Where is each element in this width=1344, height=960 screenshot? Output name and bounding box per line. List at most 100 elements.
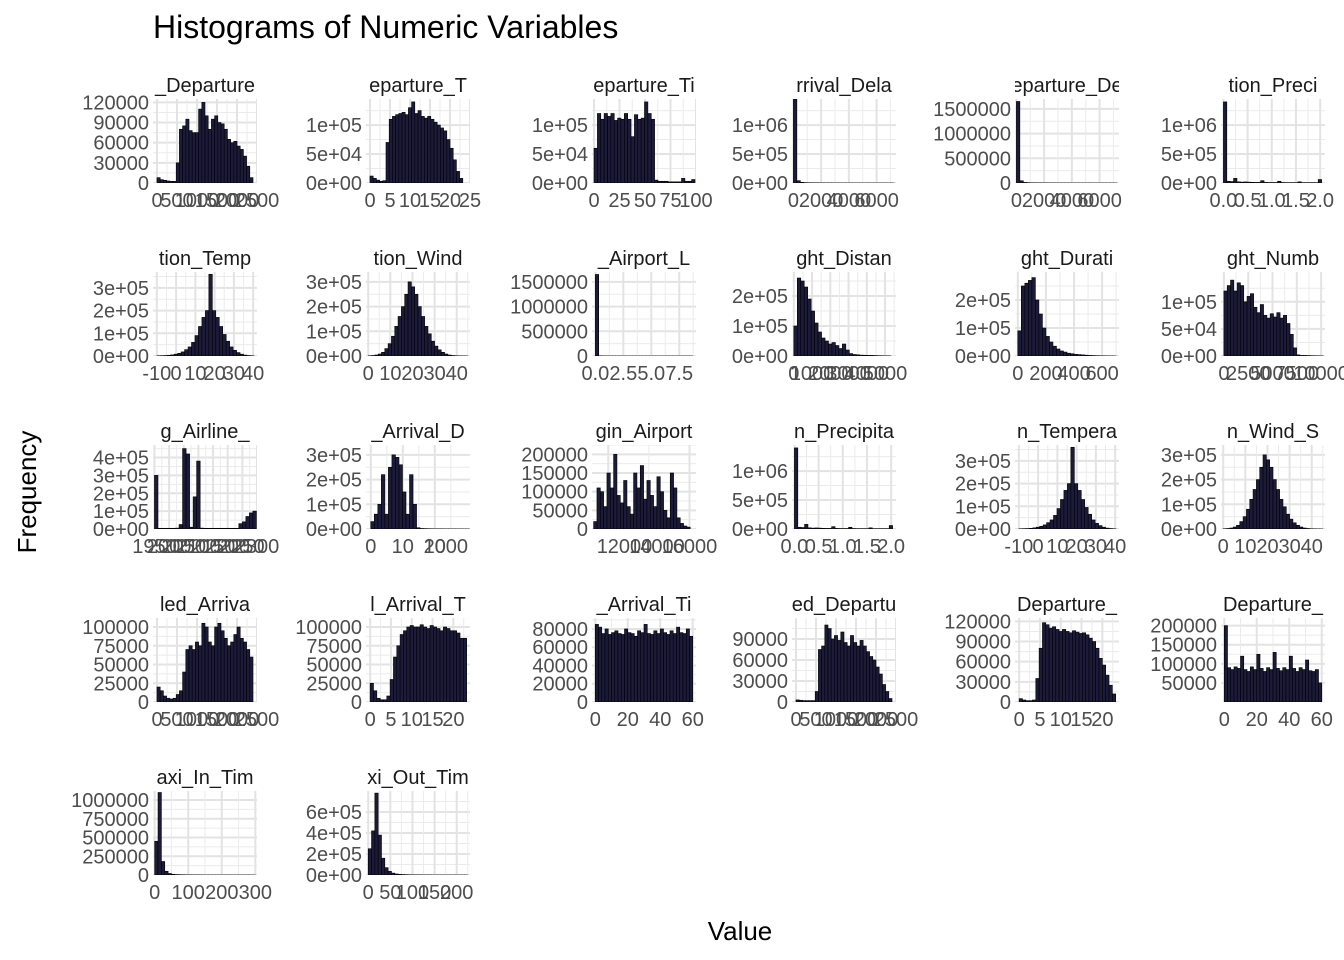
histogram-bar: [1045, 624, 1050, 702]
y-tick-label: 50000: [93, 655, 149, 677]
histogram-bar: [384, 348, 389, 356]
histogram-bar: [1236, 524, 1241, 529]
histogram-bar: [1074, 483, 1079, 529]
histogram-bars: [1018, 622, 1116, 702]
histogram-bar: [681, 178, 686, 183]
histogram-bar: [1053, 515, 1058, 529]
histogram-bar: [211, 645, 215, 702]
y-tick-label: 5e+05: [732, 144, 788, 166]
x-tick-label: 1000: [424, 536, 469, 558]
y-tick-label: 120000: [82, 92, 149, 114]
histogram-bar: [217, 622, 222, 702]
x-tick-label: 20: [439, 190, 461, 212]
histogram-bar: [440, 127, 444, 183]
y-tick-label: 100000: [82, 617, 149, 639]
x-tick-label: 2500: [874, 709, 919, 731]
histogram-bar: [182, 671, 187, 702]
facet-strip-label: Departure_: [1017, 594, 1118, 616]
histogram-bar: [1019, 180, 1024, 183]
histogram-bar: [376, 697, 381, 702]
histogram-bar: [682, 633, 687, 702]
histogram-bar: [208, 273, 213, 356]
facet-strip-label: n_Tempera: [1017, 421, 1118, 443]
x-tick-label: 6000: [854, 190, 899, 212]
histogram-bar: [212, 310, 217, 356]
x-tick-label: 2050: [162, 536, 207, 558]
histogram-bar: [367, 848, 372, 875]
y-tick-label: 1000000: [71, 790, 149, 812]
histogram-bar: [233, 141, 238, 183]
histogram-bar: [412, 503, 417, 529]
histogram-bar: [188, 645, 193, 702]
histogram-bar: [603, 506, 608, 529]
histogram-bar: [659, 491, 664, 529]
x-tick-label: 15: [1070, 709, 1092, 731]
x-tick-label: 0.0: [781, 536, 809, 558]
histogram-bar: [1292, 668, 1297, 702]
histogram-bar: [1042, 524, 1047, 529]
histogram-bar: [793, 325, 798, 356]
histogram-bar: [373, 690, 378, 702]
histogram-bar: [433, 121, 438, 183]
histogram-bar: [436, 628, 441, 702]
histogram-bar: [377, 353, 382, 356]
histogram-bar: [437, 349, 442, 356]
histogram-bar: [617, 633, 622, 702]
histogram-bar: [1262, 671, 1267, 702]
x-tick-label: 20: [1256, 536, 1278, 558]
facet-strip-label: tion_Wind: [374, 248, 463, 270]
histogram-bar: [249, 512, 254, 529]
x-tick-label: 0: [790, 709, 801, 731]
histogram-bar: [1256, 182, 1261, 183]
histogram-bar: [172, 181, 177, 183]
x-tick-label: 30: [1278, 536, 1300, 558]
histogram-bar: [683, 525, 688, 529]
histogram-bar: [372, 178, 377, 183]
facet-panels: _Departure030000600009000012000005001000…: [71, 75, 1344, 904]
y-tick-label: 0e+00: [306, 865, 362, 887]
histogram-bar: [394, 873, 399, 875]
x-tick-label: 20: [1246, 709, 1268, 731]
histogram-bar: [1295, 524, 1300, 529]
histogram-bar: [1101, 526, 1106, 529]
histogram-bar: [1024, 282, 1029, 356]
histogram-bar: [395, 457, 400, 529]
histogram-bars: [370, 454, 470, 529]
histogram-bar: [633, 635, 638, 702]
histogram-bar: [243, 354, 248, 356]
histogram-bar: [449, 147, 454, 183]
histogram-bar: [1016, 101, 1021, 183]
histogram-bar: [1256, 653, 1261, 702]
histogram-bar: [404, 293, 409, 356]
histogram-bar: [814, 322, 819, 356]
histogram-bar: [817, 331, 822, 356]
x-tick-label: 200: [440, 882, 473, 904]
y-tick-label: 60000: [532, 637, 588, 659]
histogram-bar: [830, 638, 835, 702]
panel-grid: [1015, 99, 1119, 183]
x-tick-label: 10000: [1293, 363, 1344, 385]
y-tick-label: 1500000: [933, 99, 1011, 121]
histogram-bar: [1233, 290, 1238, 356]
x-tick-label: 20: [401, 363, 423, 385]
histogram-bar: [1087, 355, 1092, 356]
histogram-bar: [1236, 181, 1241, 183]
histogram-bar: [1094, 523, 1099, 529]
histogram-bar: [1262, 454, 1267, 529]
x-tick-label: 20: [617, 709, 639, 731]
y-tick-label: 50000: [532, 500, 588, 522]
histogram-bar: [175, 527, 180, 529]
histogram-bar: [794, 447, 799, 529]
y-tick-label: 0e+00: [93, 519, 149, 541]
histogram-bar: [189, 526, 194, 529]
x-tick-label: 0: [788, 190, 799, 212]
histogram-bar: [393, 656, 398, 702]
histogram-bar: [414, 113, 419, 183]
histogram-bar: [232, 350, 237, 356]
histogram-bar: [1095, 647, 1100, 702]
histogram-bar: [456, 632, 461, 702]
x-tick-label: 1950: [132, 536, 177, 558]
histogram-bar: [1253, 669, 1258, 702]
x-tick-label: 0.0: [581, 363, 609, 385]
histogram-bar: [843, 642, 848, 702]
